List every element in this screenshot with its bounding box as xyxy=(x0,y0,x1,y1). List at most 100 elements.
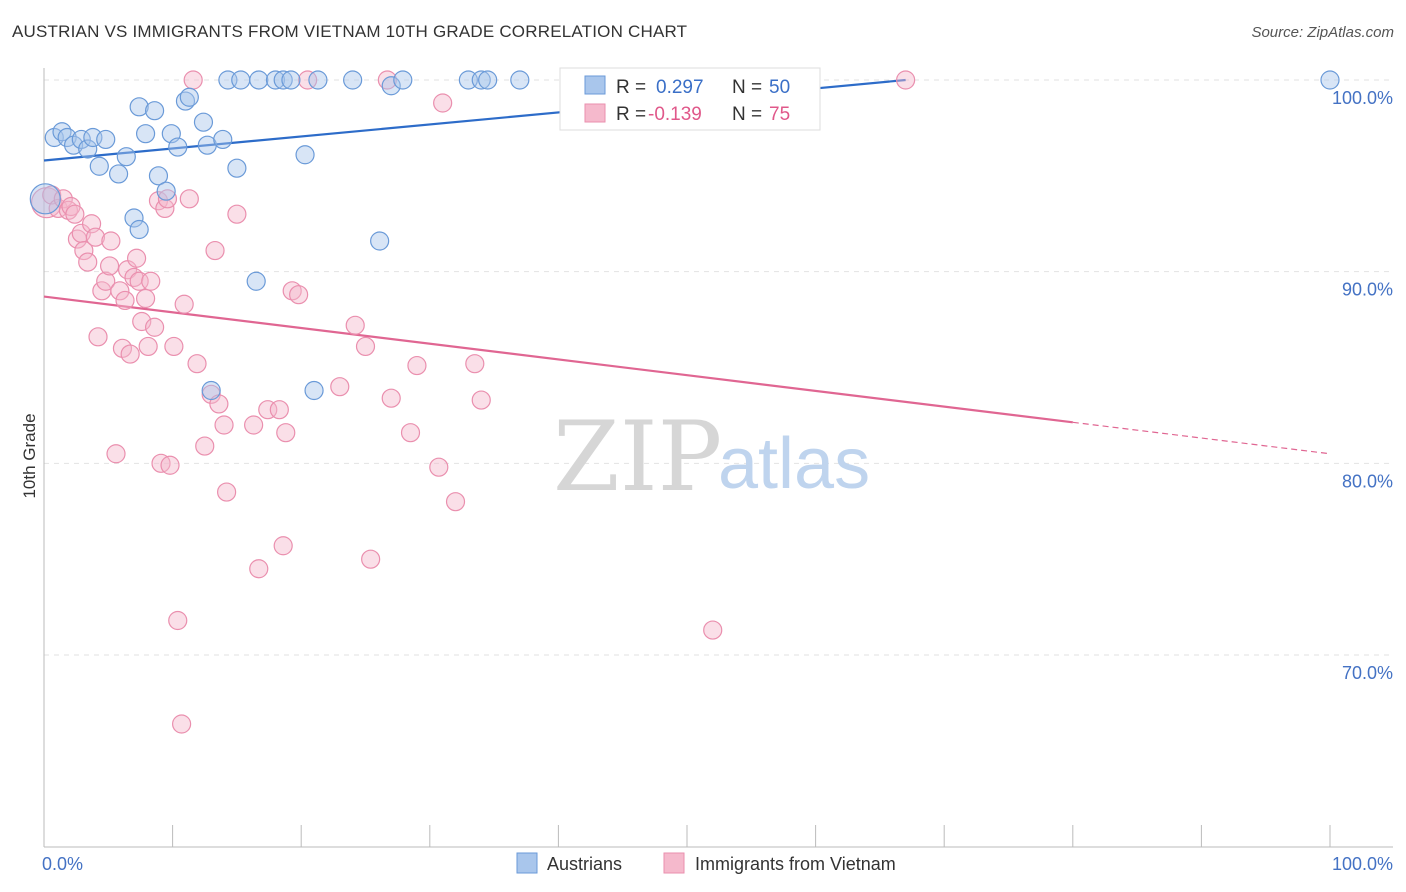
trend-lines xyxy=(43,78,1331,455)
austrians-point xyxy=(370,231,390,251)
austrians-point xyxy=(381,76,401,96)
vietnam-point xyxy=(345,315,365,335)
austrians-point xyxy=(148,166,169,186)
austrians-point xyxy=(510,70,530,90)
vietnam-point xyxy=(205,240,225,261)
x-tick-label-max: 100.0% xyxy=(1332,854,1393,874)
austrians-point xyxy=(295,145,315,165)
vietnam-point xyxy=(164,336,184,357)
vietnam-point xyxy=(183,70,203,90)
vietnam-point xyxy=(244,415,264,435)
watermark-zip: ZIP xyxy=(553,401,722,513)
vietnam-point xyxy=(172,714,192,734)
austrians-point xyxy=(96,129,116,150)
stats-r-value-blue: 0.297 xyxy=(656,77,704,98)
vietnam-point xyxy=(214,415,234,435)
grid-lines xyxy=(44,79,1393,656)
vietnam-point xyxy=(112,338,133,358)
vietnam-point xyxy=(168,610,188,631)
vietnam-point xyxy=(269,400,289,420)
vietnam-point xyxy=(429,457,449,477)
austrians-point xyxy=(201,380,221,401)
y-tick-label-70: 70.0% xyxy=(1342,663,1393,683)
austrians-point xyxy=(249,70,269,90)
y-tick-label-80: 80.0% xyxy=(1342,471,1393,491)
source-note: Source: ZipAtlas.com xyxy=(1251,24,1394,41)
points-immigrants-from-vietnam xyxy=(30,70,916,734)
stats-swatch-pink xyxy=(584,103,606,123)
legend-label-austrians: Austrians xyxy=(547,854,622,874)
austrians-point xyxy=(108,164,129,184)
austrians-point xyxy=(246,271,266,291)
stats-n-value-blue: 50 xyxy=(769,77,790,98)
austrians-point xyxy=(471,70,491,90)
vietnam-point xyxy=(471,390,491,410)
austrians-point xyxy=(124,208,144,228)
vietnam-point xyxy=(289,285,309,305)
y-tick-labels: 70.0% 80.0% 90.0% 100.0% xyxy=(1332,88,1393,683)
vietnam-point xyxy=(298,70,318,90)
vietnam-point xyxy=(179,189,199,209)
vietnam-point xyxy=(249,559,269,579)
austrians-point xyxy=(231,70,251,90)
legend-label-vietnam: Immigrants from Vietnam xyxy=(695,854,896,874)
austrians-point xyxy=(57,127,77,148)
vietnam-point xyxy=(65,204,85,224)
stats-r-value-pink: -0.139 xyxy=(648,104,702,125)
vietnam-point xyxy=(129,271,149,291)
vietnam-point xyxy=(407,355,427,376)
chart-title: AUSTRIAN VS IMMIGRANTS FROM VIETNAM 10TH… xyxy=(12,22,688,41)
austrians-point xyxy=(193,112,214,132)
vietnam-point xyxy=(120,344,140,364)
vietnam-point xyxy=(187,354,207,374)
y-tick-label-100: 100.0% xyxy=(1332,88,1393,108)
axes xyxy=(43,68,1393,848)
watermark-atlas: atlas xyxy=(718,424,870,504)
austrians-point xyxy=(129,97,149,117)
vietnam-point xyxy=(896,70,916,90)
austrians-point xyxy=(308,70,328,90)
vietnam-point xyxy=(110,281,130,301)
austrians-point xyxy=(478,70,498,90)
vietnam-point xyxy=(74,240,94,261)
austrians-point xyxy=(156,181,176,201)
austrians-point xyxy=(89,156,109,176)
vietnam-point xyxy=(138,336,158,357)
vietnam-point xyxy=(355,336,376,357)
vietnam-point xyxy=(135,288,156,309)
austrians-point xyxy=(78,139,98,159)
vietnam-point xyxy=(144,317,165,337)
stats-legend: R = 0.297 N = 50 R = -0.139 N = 75 xyxy=(559,67,821,131)
vietnam-point xyxy=(53,189,73,209)
watermark: ZIP atlas xyxy=(553,401,870,513)
vietnam-point xyxy=(361,549,381,569)
austrians-point xyxy=(135,124,156,144)
stats-n-value-pink: 75 xyxy=(769,104,790,125)
vietnam-point xyxy=(101,231,121,251)
vietnam-point xyxy=(195,436,215,456)
vietnam-point xyxy=(174,294,194,314)
austrians-point xyxy=(29,183,61,215)
vietnam-point xyxy=(381,388,401,408)
vietnam-point xyxy=(88,327,108,347)
vietnam-point xyxy=(160,455,180,475)
vietnam-point xyxy=(433,93,453,113)
austrians-point xyxy=(304,380,324,401)
vietnam-point xyxy=(85,227,106,247)
vietnam-point xyxy=(157,189,178,209)
vietnam-point xyxy=(445,492,466,512)
austrians-point xyxy=(63,135,84,155)
x-tick-label-min: 0.0% xyxy=(42,854,83,874)
austrians-point xyxy=(281,70,301,90)
stats-n-label-pink: N = xyxy=(732,104,762,125)
austrians-point xyxy=(273,70,293,90)
austrians-point xyxy=(168,137,188,157)
austrians-point xyxy=(116,147,136,167)
austrians-point xyxy=(393,70,413,90)
vietnam-point xyxy=(465,354,485,374)
austrians-point xyxy=(52,122,72,142)
austrians-point xyxy=(129,219,149,240)
legend: Austrians Immigrants from Vietnam xyxy=(516,852,896,874)
vietnam-point xyxy=(96,271,116,291)
